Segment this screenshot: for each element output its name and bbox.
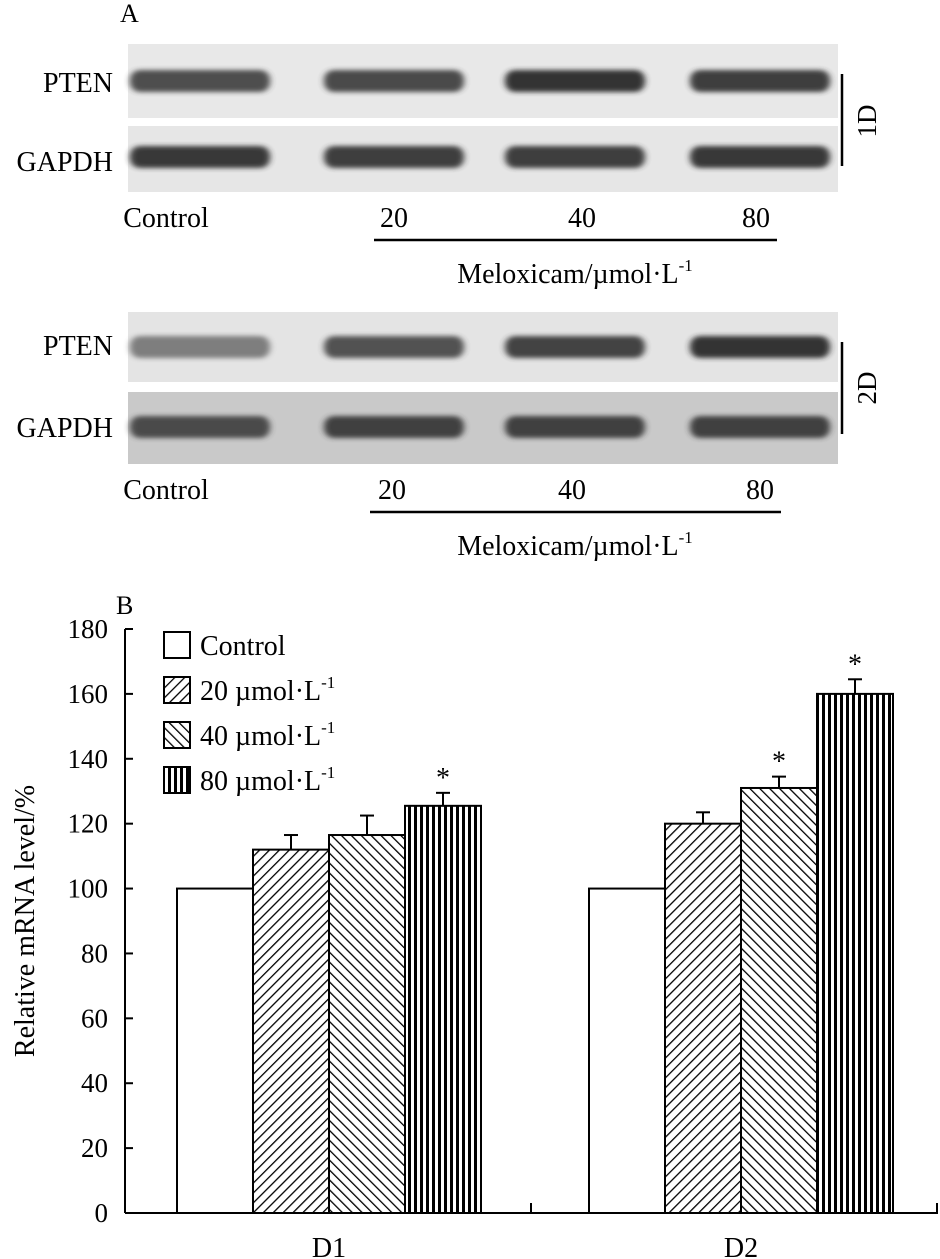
pten-label-1d: PTEN (43, 68, 113, 99)
y-tick-label: 160 (68, 679, 109, 709)
bar-D1-3 (404, 804, 482, 1214)
legend-swatch-1 (163, 676, 191, 704)
legend-label-3: 80 µmol·L-1 (200, 763, 335, 797)
bar-chart: 0 20 40 60 80 100 120 140 160 180 * * * D1 D2 Contro… (10, 614, 938, 1259)
pten-label-2d: PTEN (43, 331, 113, 362)
day-label-1d: 1D (852, 105, 882, 138)
legend-swatch-3 (163, 766, 191, 794)
y-tick-label: 100 (68, 874, 109, 904)
significance-star-D1-3: * (436, 763, 450, 794)
lane-control-1d: Control (123, 203, 209, 234)
significance-star-D2-3: * (848, 649, 862, 680)
y-axis-label: Relative mRNA level/% (10, 785, 41, 1057)
band-2D-GAPDH-40 (505, 416, 645, 438)
legend-swatch-2 (163, 721, 191, 749)
day-label-2d: 2D (852, 372, 882, 405)
gapdh-label-2d: GAPDH (17, 413, 113, 444)
blot-2D: PTEN GAPDH 2D Control 20 40 80 Meloxicam… (17, 312, 882, 562)
lane-40-1d: 40 (568, 203, 596, 234)
bar-D2-3 (816, 692, 894, 1214)
band-1D-PTEN-40 (505, 70, 645, 92)
band-1D-GAPDH-20 (324, 146, 464, 168)
y-tick-label: 180 (68, 614, 109, 644)
band-2D-PTEN-Control (130, 336, 270, 358)
gapdh-label-1d: GAPDH (17, 147, 113, 178)
bar-D2-1 (664, 822, 742, 1215)
band-1D-GAPDH-80 (690, 146, 830, 168)
band-1D-PTEN-20 (324, 70, 464, 92)
lane-control-2d: Control (123, 475, 209, 506)
legend-label-0: Control (200, 631, 286, 662)
lane-80-2d: 80 (746, 475, 774, 506)
y-tick-label: 120 (68, 809, 109, 839)
bar-D1-2 (328, 834, 406, 1214)
band-2D-GAPDH-Control (130, 416, 270, 438)
treatment-label-2d: Meloxicam/µmol·L-1 (457, 528, 693, 562)
band-1D-GAPDH-40 (505, 146, 645, 168)
bar-D1-1 (252, 848, 330, 1214)
treatment-label-1d: Meloxicam/µmol·L-1 (457, 256, 693, 290)
band-1D-GAPDH-Control (130, 146, 270, 168)
y-tick-label: 40 (81, 1068, 108, 1098)
panel-a-label: A (120, 0, 139, 28)
x-tick-label-D2: D2 (724, 1233, 758, 1259)
lane-20-1d: 20 (380, 203, 408, 234)
legend-label-1: 20 µmol·L-1 (200, 673, 335, 707)
band-2D-PTEN-20 (324, 336, 464, 358)
band-1D-PTEN-80 (690, 70, 830, 92)
lane-80-1d: 80 (742, 203, 770, 234)
y-tick-label: 140 (68, 744, 109, 774)
band-1D-PTEN-Control (130, 70, 270, 92)
lane-20-2d: 20 (378, 475, 406, 506)
x-tick-label-D1: D1 (312, 1233, 346, 1259)
y-tick-label: 0 (95, 1198, 109, 1228)
legend-swatch-0 (163, 631, 191, 659)
y-tick-label: 60 (81, 1003, 108, 1033)
blot-1D: PTEN GAPDH 1D Control 20 40 80 Meloxicam… (17, 44, 882, 290)
band-2D-PTEN-80 (690, 336, 830, 358)
bar-D2-0 (588, 887, 666, 1214)
lane-40-2d: 40 (558, 475, 586, 506)
panel-b-label: B (116, 591, 133, 620)
band-2D-GAPDH-80 (690, 416, 830, 438)
y-tick-label: 20 (81, 1133, 108, 1163)
significance-star-D2-2: * (772, 747, 786, 778)
legend-label-2: 40 µmol·L-1 (200, 718, 335, 752)
band-2D-PTEN-40 (505, 336, 645, 358)
band-2D-GAPDH-20 (324, 416, 464, 438)
bar-D1-0 (176, 887, 254, 1214)
bar-D2-2 (740, 786, 818, 1214)
y-tick-label: 80 (81, 938, 108, 968)
